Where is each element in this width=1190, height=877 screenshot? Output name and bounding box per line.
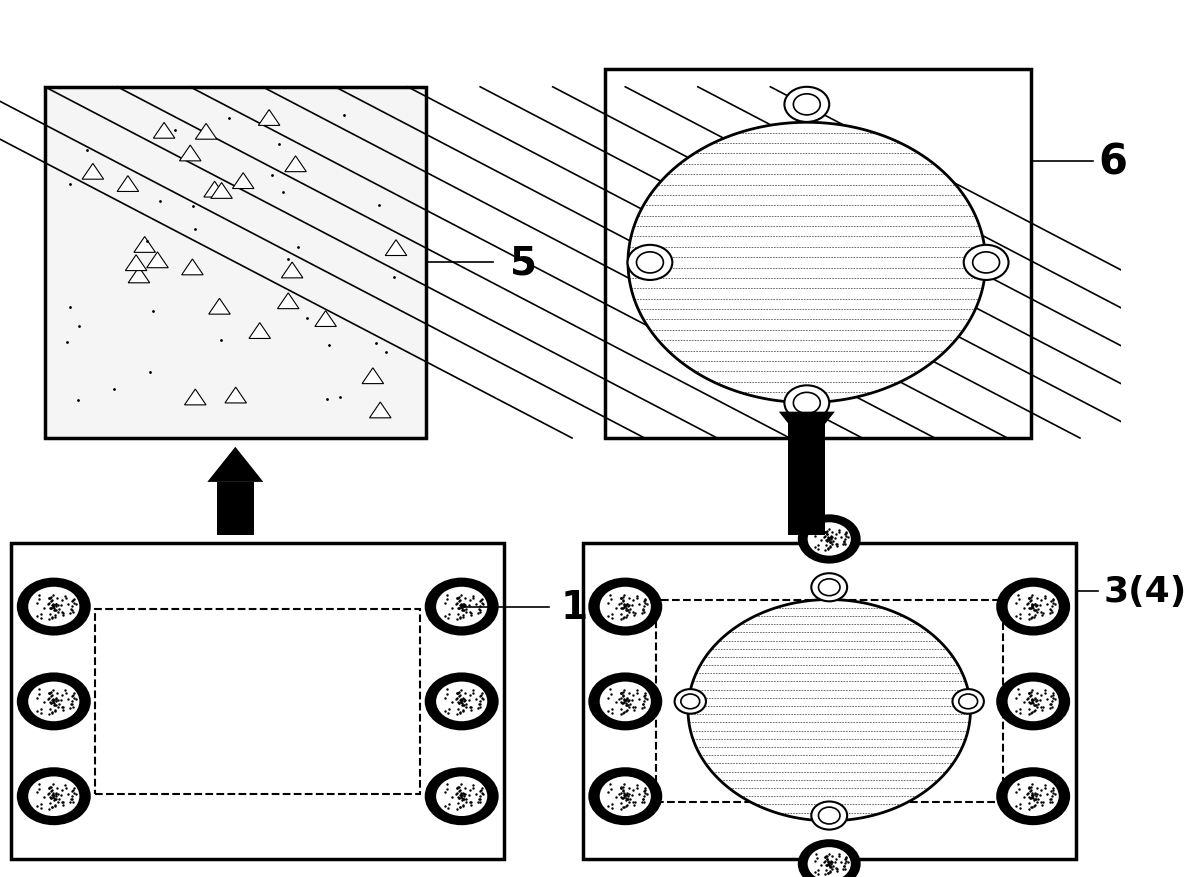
Polygon shape: [125, 255, 146, 271]
Circle shape: [425, 578, 499, 636]
Bar: [788, 412, 826, 535]
Polygon shape: [281, 263, 303, 279]
Polygon shape: [82, 164, 104, 180]
Circle shape: [819, 579, 840, 596]
Circle shape: [964, 246, 1009, 281]
Polygon shape: [225, 388, 246, 403]
Circle shape: [681, 695, 700, 709]
Circle shape: [807, 846, 852, 877]
Polygon shape: [688, 600, 970, 821]
Circle shape: [797, 515, 860, 564]
Circle shape: [599, 586, 652, 628]
Circle shape: [27, 586, 81, 628]
Circle shape: [425, 767, 499, 825]
Circle shape: [17, 673, 90, 731]
Polygon shape: [207, 447, 263, 482]
Polygon shape: [211, 183, 232, 199]
Circle shape: [588, 767, 663, 825]
Polygon shape: [208, 299, 230, 315]
Circle shape: [819, 807, 840, 824]
Circle shape: [1007, 681, 1060, 723]
Circle shape: [588, 673, 663, 731]
Text: 1: 1: [560, 588, 588, 626]
Circle shape: [996, 673, 1070, 731]
Circle shape: [807, 522, 852, 557]
Circle shape: [436, 681, 488, 723]
Circle shape: [1007, 586, 1060, 628]
Circle shape: [996, 578, 1070, 636]
Circle shape: [425, 673, 499, 731]
Circle shape: [27, 681, 81, 723]
Polygon shape: [362, 368, 383, 384]
Circle shape: [637, 253, 663, 274]
Circle shape: [436, 586, 488, 628]
Bar: [583, 544, 1076, 859]
Polygon shape: [117, 176, 139, 192]
Polygon shape: [370, 403, 392, 418]
Circle shape: [17, 578, 90, 636]
Polygon shape: [232, 174, 253, 189]
Text: 6: 6: [1098, 141, 1127, 183]
Polygon shape: [249, 324, 270, 339]
Polygon shape: [184, 389, 206, 405]
Polygon shape: [134, 238, 156, 253]
Circle shape: [675, 689, 706, 714]
Circle shape: [27, 775, 81, 817]
Bar: [95, 610, 420, 794]
Circle shape: [17, 767, 90, 825]
Circle shape: [588, 578, 663, 636]
Polygon shape: [146, 253, 168, 268]
Polygon shape: [182, 260, 203, 275]
Polygon shape: [284, 157, 306, 173]
Polygon shape: [203, 182, 225, 198]
Circle shape: [1007, 775, 1060, 817]
Circle shape: [794, 393, 820, 414]
Circle shape: [972, 253, 1000, 274]
Text: 3(4): 3(4): [1104, 574, 1186, 608]
Circle shape: [599, 775, 652, 817]
Polygon shape: [778, 412, 835, 447]
Circle shape: [599, 681, 652, 723]
Polygon shape: [195, 125, 217, 140]
Circle shape: [996, 767, 1070, 825]
Circle shape: [812, 802, 847, 830]
Polygon shape: [258, 111, 280, 126]
Circle shape: [436, 775, 488, 817]
Polygon shape: [386, 240, 407, 256]
Circle shape: [812, 574, 847, 602]
Bar: [45, 88, 426, 438]
Polygon shape: [180, 146, 201, 161]
Bar: [11, 544, 505, 859]
Circle shape: [959, 695, 978, 709]
Polygon shape: [315, 311, 337, 327]
Polygon shape: [129, 267, 150, 283]
Circle shape: [784, 88, 829, 123]
Circle shape: [952, 689, 984, 714]
Circle shape: [627, 246, 672, 281]
Circle shape: [784, 386, 829, 421]
Circle shape: [797, 839, 860, 877]
Bar: [606, 70, 1031, 438]
Bar: [217, 482, 253, 535]
Text: 5: 5: [509, 244, 537, 282]
Polygon shape: [154, 124, 175, 139]
Polygon shape: [277, 294, 299, 310]
Bar: [656, 601, 1003, 802]
Polygon shape: [628, 123, 985, 403]
Circle shape: [794, 95, 820, 116]
